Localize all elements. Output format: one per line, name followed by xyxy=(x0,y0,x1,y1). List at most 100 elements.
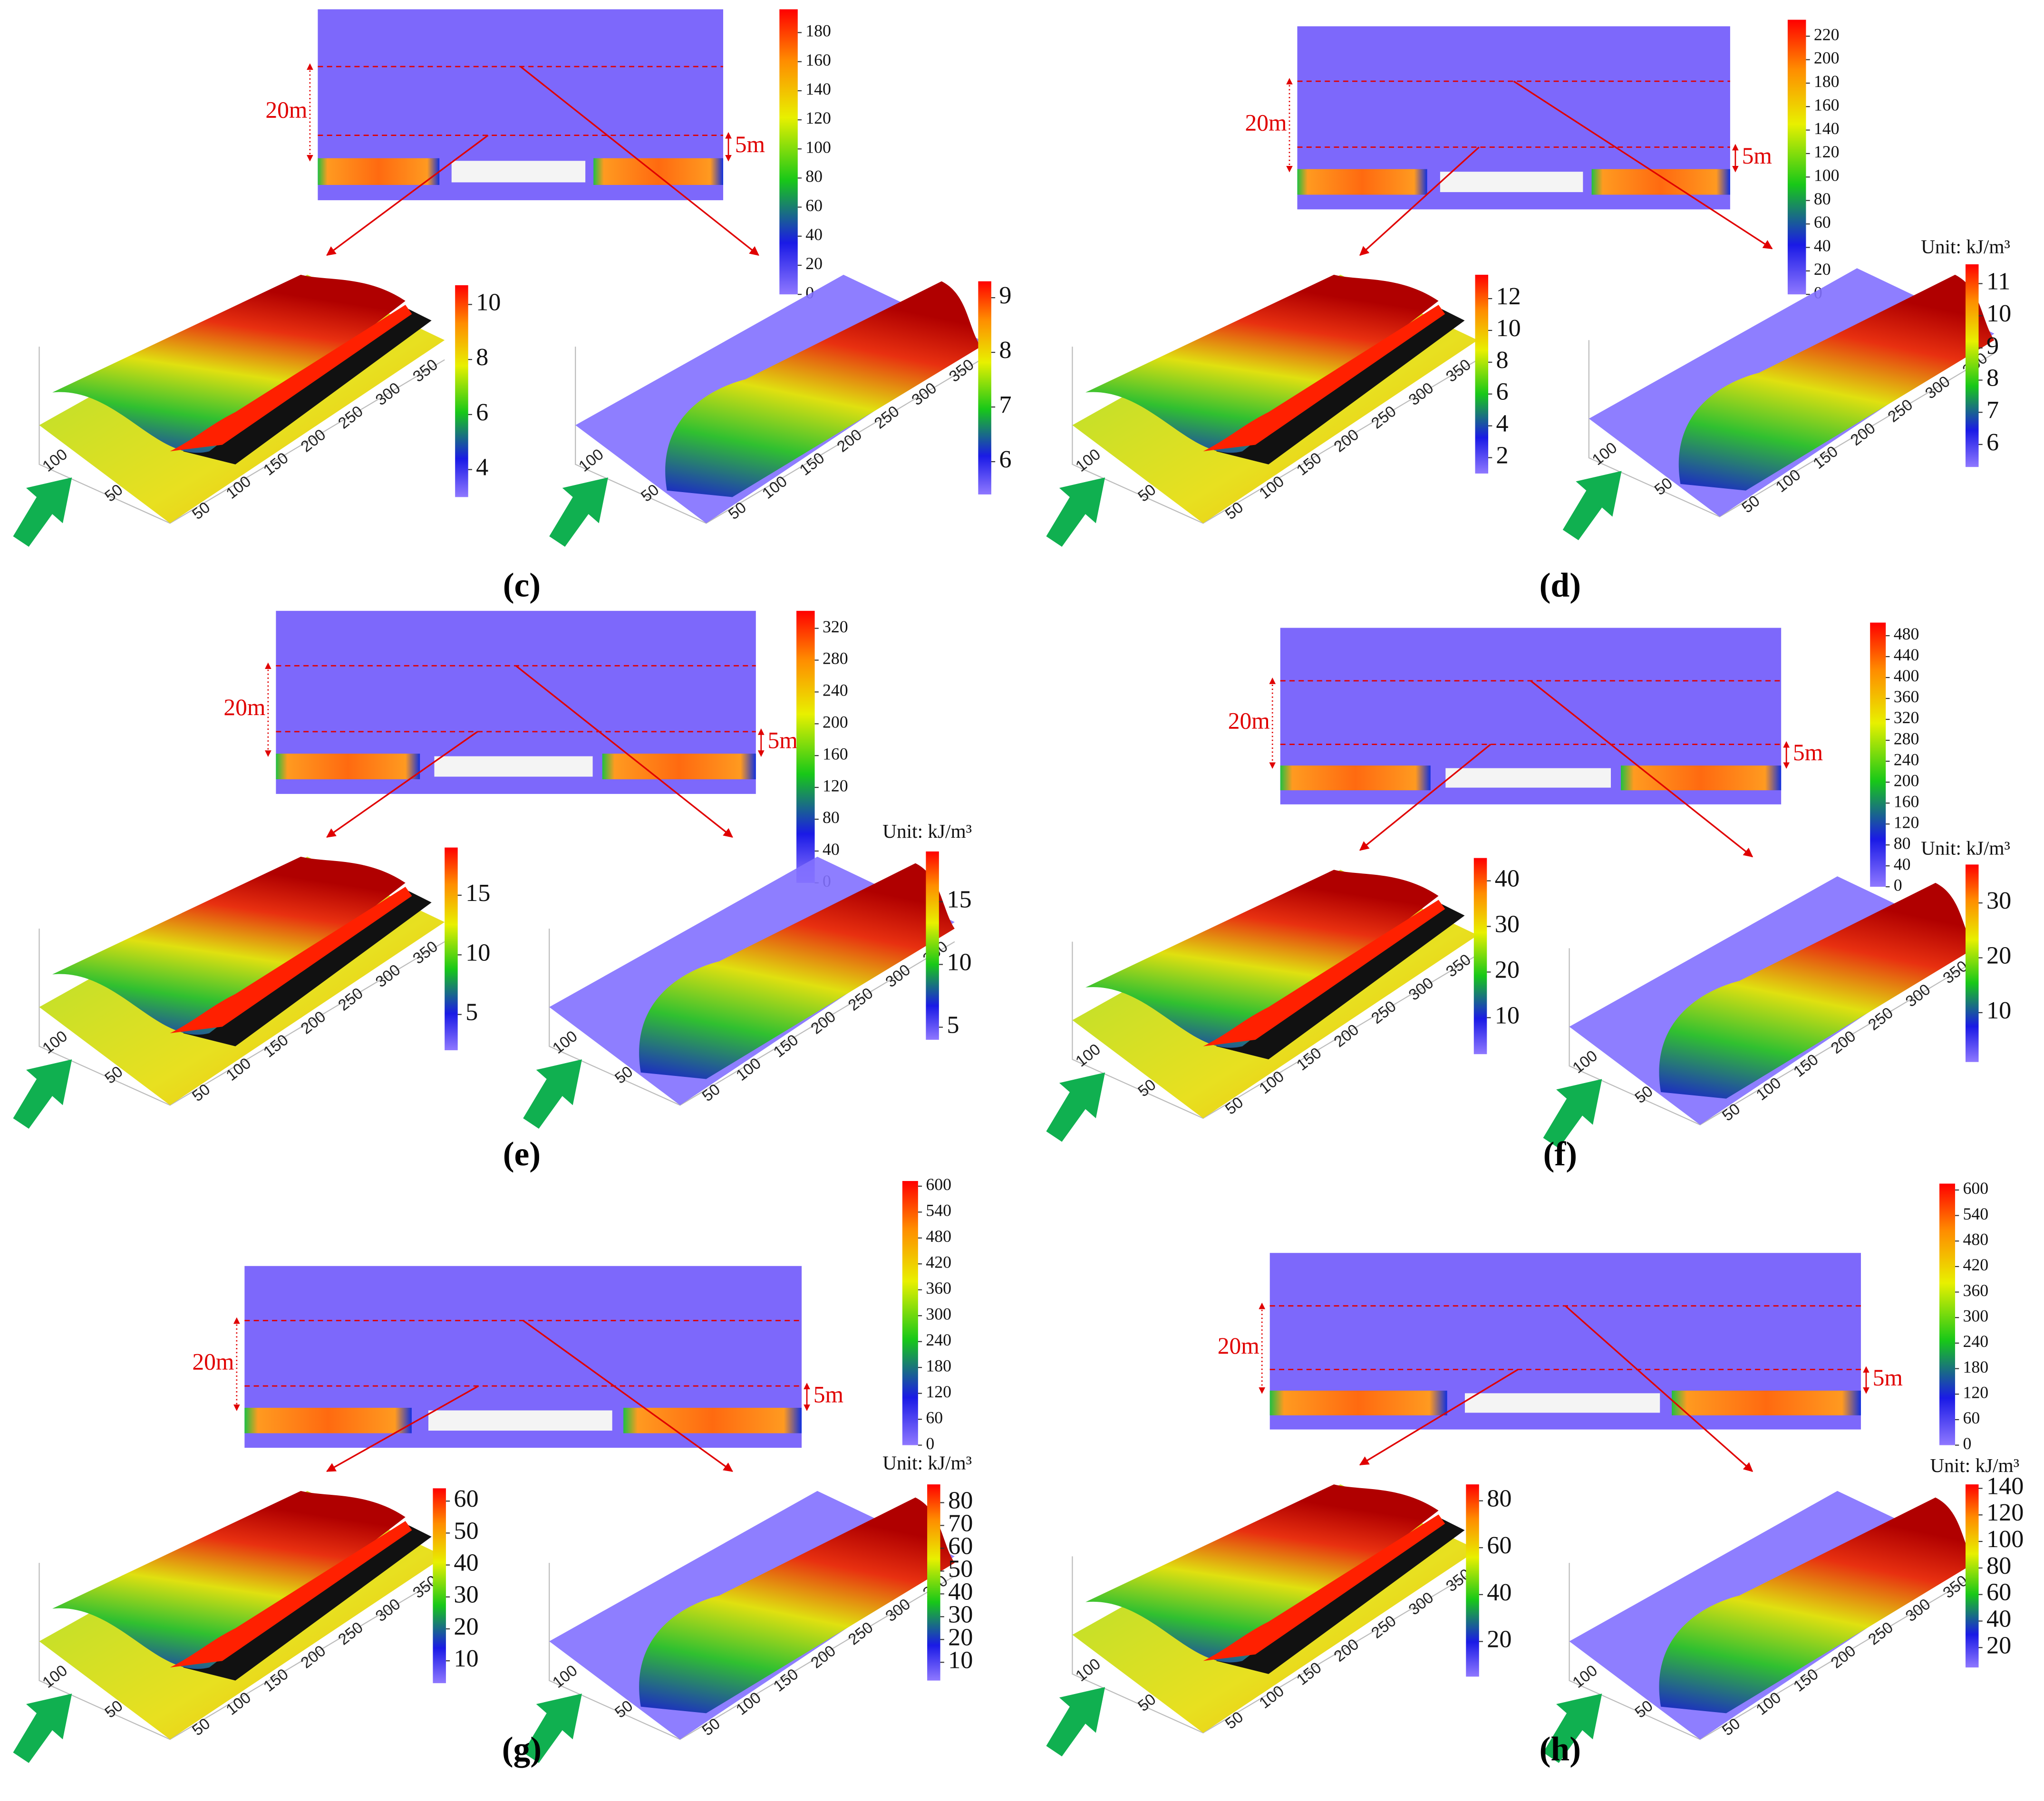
colorbar-tick-label: 4 xyxy=(1496,410,1509,437)
pointer-arrow xyxy=(1359,1368,1519,1466)
colorbar-tick-label: 180 xyxy=(1963,1357,1988,1376)
building xyxy=(1445,768,1611,788)
colorbar-tick-label: 9 xyxy=(1986,332,1999,359)
dim-label: 20m xyxy=(265,97,307,123)
colorbar-tick-label: 300 xyxy=(926,1304,951,1323)
colorbar-tick-label: 2 xyxy=(1496,442,1509,469)
colorbar-tick-label: 40 xyxy=(454,1549,478,1577)
surface-ridge xyxy=(1659,882,1975,1099)
unit-label: Unit: kJ/m³ xyxy=(1921,235,2010,257)
colorbar-tick-label: 80 xyxy=(1986,1552,2011,1579)
dim-label: 5m xyxy=(735,131,765,157)
dim-label: 5m xyxy=(1742,143,1772,169)
panel: 20m5m04080120160200240280320360400440480… xyxy=(1046,622,2011,1173)
colorbar xyxy=(1787,19,1806,295)
panel-label: (f) xyxy=(1543,1135,1577,1173)
building xyxy=(451,161,586,183)
zone-band xyxy=(1621,765,1782,791)
panel: 20m5m02040608010012014016018020022010050… xyxy=(1046,19,2011,604)
surface-ridge-band xyxy=(1203,900,1445,1046)
zone-band xyxy=(1269,1390,1447,1415)
colorbar-tick-label: 480 xyxy=(1894,624,1919,643)
colorbar-tick-label: 80 xyxy=(805,167,823,186)
dim-label: 20m xyxy=(1218,1333,1259,1359)
colorbar-tick-label: 60 xyxy=(1963,1408,1980,1427)
colorbar-tick-label: 160 xyxy=(805,50,831,69)
colorbar-tick-label: 15 xyxy=(465,879,490,907)
colorbar-tick-label: 8 xyxy=(999,336,1011,364)
colorbar-tick-label: 280 xyxy=(1894,729,1919,748)
colorbar-tick-label: 240 xyxy=(926,1330,951,1349)
colorbar-tick-label: 30 xyxy=(454,1581,478,1608)
surface-ridge xyxy=(665,281,981,497)
colorbar-tick-label: 10 xyxy=(465,939,490,966)
colorbar-tick-label: 6 xyxy=(999,445,1011,473)
axis-tick-label: 100 xyxy=(39,1661,70,1691)
colorbar-tick-label: 420 xyxy=(926,1252,951,1271)
dim-label: 20m xyxy=(192,1349,234,1375)
dim-label: 20m xyxy=(1245,110,1287,136)
zone-band xyxy=(1280,765,1431,791)
colorbar-tick-label: 440 xyxy=(1894,645,1919,664)
colorbar-tick-label: 180 xyxy=(926,1356,951,1375)
colorbar-tick-label: 540 xyxy=(1963,1204,1988,1223)
colorbar-tick-label: 180 xyxy=(1814,72,1840,91)
colorbar-tick-label: 80 xyxy=(948,1486,973,1514)
colorbar xyxy=(1475,274,1489,474)
axis-frame xyxy=(549,1563,955,1740)
colorbar-tick-label: 10 xyxy=(1495,1001,1520,1029)
colorbar-tick-label: 240 xyxy=(823,681,848,700)
colorbar-tick-label: 5 xyxy=(465,998,478,1026)
colorbar xyxy=(779,9,798,295)
axis-frame xyxy=(1569,948,1975,1125)
pointer-arrow xyxy=(326,731,478,838)
surface-ridge xyxy=(52,856,406,1035)
colorbar-tick-label: 6 xyxy=(476,398,488,426)
colorbar-tick-label: 70 xyxy=(948,1509,973,1537)
colorbar-tick-label: 480 xyxy=(1963,1230,1988,1249)
colorbar-tick-label: 20 xyxy=(1814,260,1831,279)
colorbar-tick-label: 120 xyxy=(1986,1499,2024,1526)
panel: 20m5m04080120160200240280320100505010015… xyxy=(13,610,972,1173)
colorbar-tick-label: 80 xyxy=(1814,189,1831,208)
colorbar-tick-label: 30 xyxy=(1986,887,2011,914)
colorbar-tick-label: 30 xyxy=(1495,910,1520,938)
colorbar-tick-label: 200 xyxy=(823,713,848,732)
pointer-arrow xyxy=(1359,744,1492,851)
surface-ridge xyxy=(1659,1497,1975,1714)
colorbar-tick-label: 20 xyxy=(1487,1625,1511,1653)
panel-label: (h) xyxy=(1540,1730,1581,1768)
pointer-arrow xyxy=(1565,1305,1753,1472)
panel-label: (g) xyxy=(502,1730,542,1768)
colorbar-tick-label: 20 xyxy=(948,1623,973,1651)
colorbar-tick-label: 60 xyxy=(948,1532,973,1559)
axis-tick-label: 100 xyxy=(1072,1655,1104,1685)
axis-frame xyxy=(1072,941,1478,1119)
colorbar-tick-label: 10 xyxy=(454,1645,478,1672)
colorbar-tick-label: 0 xyxy=(1894,875,1902,894)
axis-tick-label: 100 xyxy=(39,1027,70,1057)
colorbar-tick-label: 120 xyxy=(805,108,831,127)
wind-arrow xyxy=(13,1059,72,1129)
colorbar-tick-label: 160 xyxy=(823,744,848,763)
axis-tick-label: 100 xyxy=(39,445,70,475)
colorbar xyxy=(433,1488,446,1684)
colorbar-tick-label: 10 xyxy=(476,288,501,316)
colorbar-tick-label: 40 xyxy=(823,840,840,859)
surface-ridge xyxy=(52,274,406,453)
building xyxy=(434,756,593,777)
colorbar xyxy=(1965,264,1979,467)
colorbar-tick-label: 360 xyxy=(1963,1281,1988,1300)
colorbar xyxy=(1870,622,1886,887)
wind-arrow xyxy=(1046,477,1105,547)
dim-label: 5m xyxy=(1873,1365,1903,1391)
building xyxy=(428,1410,612,1431)
pointer-arrow xyxy=(520,66,759,256)
axis-tick-label: 100 xyxy=(549,1661,581,1691)
colorbar-tick-label: 200 xyxy=(1894,771,1919,790)
colorbar-tick-label: 60 xyxy=(1487,1531,1511,1559)
